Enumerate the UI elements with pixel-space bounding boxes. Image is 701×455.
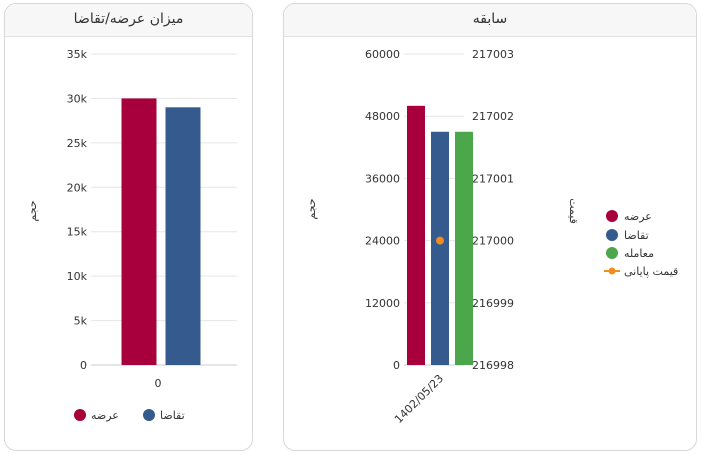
y-right-tick-label: 216998 [472, 359, 514, 372]
legend-label: عرضه [91, 409, 119, 422]
x-tick-label: 0 [155, 377, 162, 390]
legend-marker [606, 247, 618, 259]
legend-label: معامله [624, 247, 654, 260]
supply-demand-title: میزان عرضه/تقاضا [5, 4, 252, 37]
legend-marker [608, 267, 616, 275]
y-tick-label: 15k [67, 226, 88, 239]
y-left-tick-label: 0 [393, 359, 400, 372]
y-tick-label: 5k [74, 315, 88, 328]
y-left-tick-label: 12000 [365, 297, 400, 310]
bar-supply [407, 105, 425, 365]
y-right-axis-title: قیمت [567, 198, 580, 224]
legend-marker [606, 210, 618, 222]
history-title: سابقه [284, 4, 696, 37]
supply-demand-card: میزان عرضه/تقاضا 0 5k 10k 15k 20k 25k 30k 35k حج… [4, 3, 253, 451]
legend-marker [143, 409, 155, 421]
supply-demand-chart: 0 5k 10k 15k 20k 25k 30k 35k حجم 0 عرضه تقاضا [26, 48, 237, 422]
y-tick-label: 20k [67, 181, 88, 194]
y-right-tick-label: 217003 [472, 48, 514, 61]
y-axis-title: حجم [26, 200, 39, 221]
legend-label: عرضه [624, 210, 652, 223]
y-left-axis-title: حجم [305, 198, 318, 219]
legend-label: تقاضا [624, 229, 649, 242]
y-right-tick-label: 217000 [472, 235, 514, 248]
legend-label: تقاضا [160, 409, 185, 422]
closing-price-point [436, 236, 444, 245]
legend-label: قیمت پایانی [624, 265, 678, 278]
x-tick-label: 1402/05/23 [392, 372, 446, 426]
bar-trade [455, 131, 473, 365]
y-left-tick-label: 36000 [365, 172, 400, 185]
legend-marker [606, 229, 618, 241]
y-tick-label: 35k [67, 48, 88, 61]
bar-demand [431, 131, 449, 365]
bar-supply [121, 98, 157, 365]
y-tick-label: 25k [67, 137, 88, 150]
y-right-tick-label: 217001 [472, 172, 514, 185]
y-left-tick-label: 24000 [365, 235, 400, 248]
y-left-tick-label: 60000 [365, 48, 400, 61]
history-card: سابقه 0 12000 24000 36000 48000 60000 216998 21… [283, 3, 697, 451]
y-tick-label: 0 [80, 359, 87, 372]
y-right-tick-label: 217002 [472, 110, 514, 123]
legend-marker [74, 409, 86, 421]
history-chart: 0 12000 24000 36000 48000 60000 216998 216999 21… [305, 48, 678, 426]
y-tick-label: 30k [67, 92, 88, 105]
y-right-tick-label: 216999 [472, 297, 514, 310]
bar-demand [165, 107, 201, 366]
y-tick-label: 10k [67, 270, 88, 283]
y-left-tick-label: 48000 [365, 110, 400, 123]
